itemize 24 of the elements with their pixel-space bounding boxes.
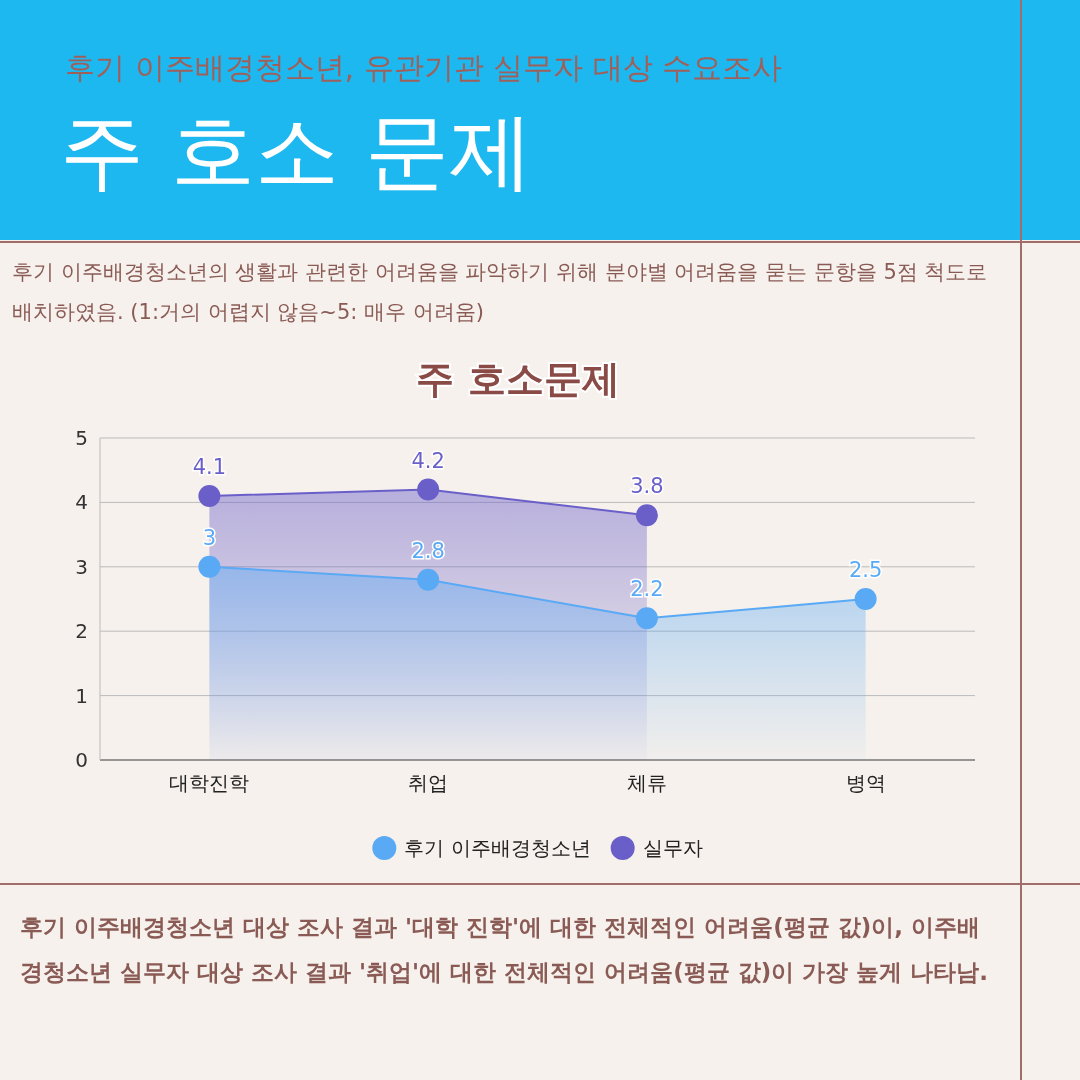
x-tick-label: 취업: [408, 771, 449, 795]
data-label: 4.2: [411, 448, 445, 473]
text: 주 호소문제: [416, 357, 620, 401]
x-tick-label: 병역: [845, 771, 886, 795]
text: 후기 이주배경청소년 대상 조사 결과 '대학 진학'에 대한 전체적인 어려움(평균 값)이, 이주배경청소년 실무자 대상 조사 결과 '취업'에 대한 전체적인 어려움(평균 값)이 가장 높게 나타남.: [20, 913, 989, 987]
chart-subtitle: 후기 이주배경청소년, 유관기관 실무자 대상 수요조사: [65, 49, 783, 87]
legend-label: 실무자: [642, 836, 703, 860]
data-label: 2.5: [848, 558, 883, 582]
y-tick-label: 0: [75, 748, 88, 772]
chart-title: 주 호소 문제: [60, 101, 534, 202]
y-tick-label: 4: [75, 490, 88, 515]
text: 후기 이주배경청소년의 생활과 관련한 어려움을 파악하기 위해 분야별 어려움을 묻는 문항을 5점 척도로 배치하였음. (1:거의 어렵지 않음~5: 매우 어려움): [12, 259, 989, 326]
x-tick-label: 대학진학: [169, 771, 250, 795]
y-tick-label: 3: [75, 554, 88, 579]
legend-label: 후기 이주배경청소년: [404, 836, 591, 860]
data-label: 2.2: [630, 577, 664, 602]
y-tick-label: 5: [75, 426, 88, 450]
data-label: 3: [202, 525, 217, 550]
data-label: 4.1: [192, 454, 227, 479]
y-tick-label: 1: [75, 683, 88, 708]
y-tick-label: 2: [75, 619, 88, 644]
data-label: 2.8: [411, 538, 445, 563]
x-tick-label: 체류: [626, 771, 667, 795]
data-label: 3.8: [630, 474, 664, 499]
